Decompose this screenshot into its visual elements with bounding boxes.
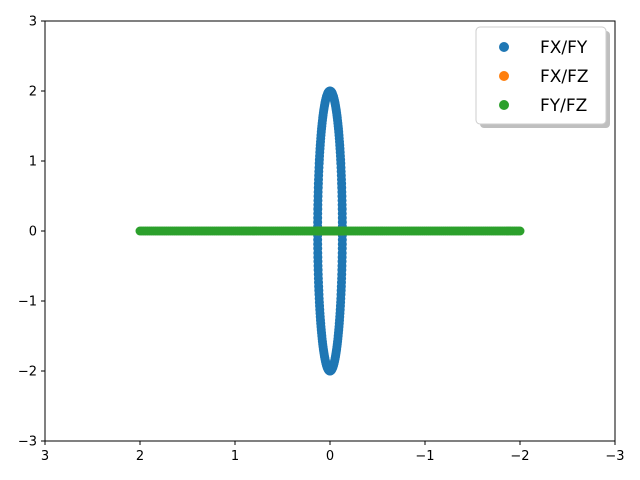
y-tick-label: −1: [18, 295, 37, 310]
y-tick-label: 1: [29, 155, 37, 170]
y-tick-label: 2: [29, 85, 37, 100]
series-fy-fz: [135, 226, 525, 236]
x-tick-label: −3: [605, 449, 624, 464]
legend-label: FX/FY: [540, 38, 588, 58]
x-axis-ticks: 3 2 1 0 −1 −2 −3: [41, 441, 625, 464]
legend-label: FY/FZ: [540, 96, 587, 116]
data-point: [135, 226, 145, 236]
series-fx-fy: [313, 86, 347, 376]
x-tick-label: −2: [510, 449, 529, 464]
data-marks: [135, 86, 525, 376]
x-tick-label: 0: [326, 449, 334, 464]
y-axis-ticks: −3 −2 −1 0 1 2 3: [18, 15, 45, 450]
x-tick-label: −1: [415, 449, 434, 464]
y-tick-label: 3: [29, 15, 37, 30]
x-tick-label: 1: [231, 449, 239, 464]
legend-marker: [499, 42, 509, 52]
y-tick-label: −2: [18, 365, 37, 380]
x-tick-label: 3: [41, 449, 49, 464]
legend: FX/FY FX/FZ FY/FZ: [475, 26, 610, 128]
legend-box: [475, 26, 607, 125]
legend-marker: [499, 100, 509, 110]
legend-marker: [499, 71, 509, 81]
legend-label: FX/FZ: [540, 67, 589, 87]
x-tick-label: 2: [136, 449, 144, 464]
y-tick-label: −3: [18, 435, 37, 450]
y-tick-label: 0: [29, 225, 37, 240]
